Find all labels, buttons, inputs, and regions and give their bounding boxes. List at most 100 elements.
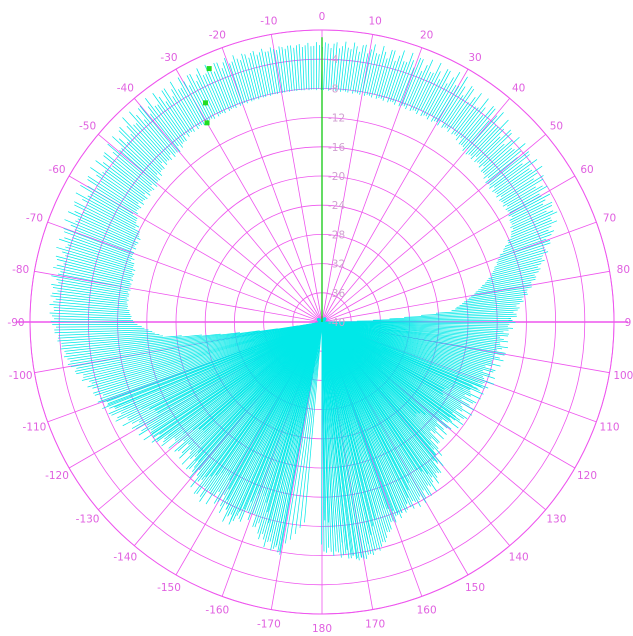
series-line (63, 228, 134, 256)
series-line (250, 321, 323, 502)
series-line (221, 321, 323, 474)
series-line (165, 101, 190, 137)
series-line (90, 167, 145, 205)
series-line (321, 321, 456, 389)
series-line (256, 54, 267, 97)
series-line (507, 193, 540, 212)
series-line (130, 133, 165, 170)
series-line (172, 96, 195, 132)
series-line (252, 50, 264, 98)
series-line (470, 119, 509, 160)
series-line (112, 136, 161, 181)
series-line (261, 48, 271, 96)
series-line (278, 46, 286, 93)
angular-tick-label: -120 (45, 470, 69, 482)
series-line (507, 220, 558, 242)
series-line (72, 237, 135, 260)
series-line (493, 160, 531, 188)
series-line (491, 259, 545, 275)
series-line (321, 321, 418, 471)
angular-tick-label: 70 (603, 212, 616, 224)
series-line (504, 229, 549, 247)
series-line (204, 64, 226, 114)
grid-spoke (47, 221, 323, 323)
series-line (266, 321, 323, 503)
angular-tick-label: -60 (48, 164, 65, 176)
series-line (398, 67, 415, 107)
series-line (147, 106, 179, 147)
series-line (436, 85, 460, 123)
series-line (321, 321, 414, 471)
series-line (321, 321, 444, 395)
series-line (455, 98, 489, 141)
series-line (371, 45, 385, 98)
series-line (321, 321, 439, 464)
angular-tick-label: 40 (512, 83, 525, 95)
angular-tick-label: 170 (365, 618, 385, 630)
series-line (401, 57, 422, 106)
series-line (100, 180, 142, 209)
series-line (122, 321, 323, 409)
angular-tick-label: -80 (12, 264, 29, 276)
series-line (240, 60, 253, 102)
series-line (58, 282, 130, 295)
antenna-pattern-series (49, 37, 558, 561)
grid-spoke (133, 98, 323, 323)
series-line (126, 141, 163, 177)
series-line (483, 143, 526, 179)
series-line (248, 57, 260, 100)
angular-tick-labels: 0 10 20 30 40 50 60 70 80 9 100 110 120 130 140 150 160 1… (7, 11, 633, 635)
marker-point (202, 100, 208, 106)
series-line (56, 246, 136, 271)
series-line (510, 210, 547, 229)
series-line (462, 108, 496, 147)
series-line (421, 309, 518, 316)
series-line (468, 124, 497, 155)
series-line (241, 53, 255, 101)
series-line (143, 119, 176, 158)
grid-spoke (34, 270, 323, 323)
series-line (392, 62, 408, 103)
series-line (480, 136, 520, 172)
series-line (77, 218, 137, 246)
series-line (492, 159, 538, 193)
series-line (202, 74, 221, 115)
series-line (475, 128, 505, 158)
series-line (60, 271, 131, 287)
series-line (416, 62, 442, 115)
series-line (232, 55, 248, 104)
series-line (96, 174, 139, 204)
series-line (458, 115, 484, 145)
angular-tick-label: -30 (160, 52, 177, 64)
series-line (75, 192, 140, 228)
series-line (177, 77, 205, 126)
series-line (382, 60, 396, 101)
radial-tick-label: -32 (328, 259, 345, 271)
series-line (215, 321, 323, 476)
series-line (318, 45, 320, 89)
series-line (264, 51, 274, 95)
series-line (321, 321, 478, 389)
series-line (321, 321, 411, 473)
series-line (154, 105, 183, 144)
series-line (57, 332, 155, 339)
series-line (393, 52, 414, 105)
series-line (226, 321, 323, 500)
series-line (321, 321, 426, 415)
series-line (257, 321, 323, 494)
series-line (375, 58, 388, 99)
series-line (494, 251, 549, 268)
series-line (431, 77, 455, 117)
series-line (321, 321, 483, 384)
series-line (404, 311, 514, 318)
series-line (321, 321, 374, 527)
series-line (83, 211, 141, 240)
series-line (447, 102, 469, 132)
series-line (204, 321, 323, 433)
series-line (74, 229, 135, 254)
series-line (173, 321, 323, 438)
series-line (267, 321, 323, 513)
series-line (122, 117, 168, 166)
series-line (304, 45, 307, 90)
series-line (444, 85, 473, 128)
